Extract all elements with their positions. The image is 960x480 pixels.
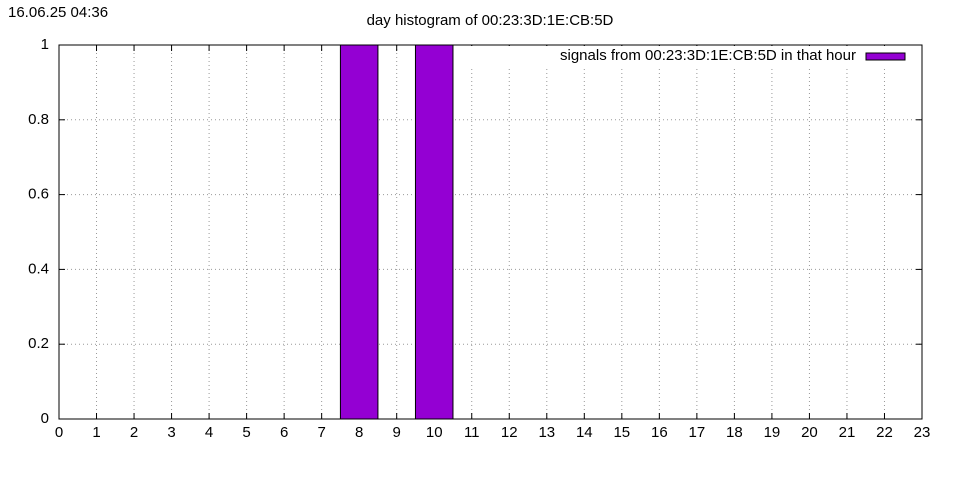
x-tick-label: 21 [839, 424, 856, 441]
y-tick-label: 1 [41, 36, 49, 53]
y-tick-label: 0.6 [28, 186, 49, 203]
x-tick-label: 10 [426, 424, 443, 441]
y-tick-label: 0.2 [28, 335, 49, 352]
x-tick-label: 14 [576, 424, 593, 441]
legend-label: signals from 00:23:3D:1E:CB:5D in that h… [560, 47, 856, 64]
x-tick-label: 7 [317, 424, 325, 441]
y-tick-label: 0 [41, 410, 49, 427]
x-tick-label: 13 [538, 424, 555, 441]
x-tick-label: 23 [914, 424, 931, 441]
x-tick-label: 6 [280, 424, 288, 441]
x-tick-label: 16 [651, 424, 668, 441]
y-tick-label: 0.4 [28, 260, 49, 277]
legend-background [470, 46, 921, 66]
x-tick-label: 3 [167, 424, 175, 441]
x-tick-label: 9 [393, 424, 401, 441]
x-tick-label: 17 [689, 424, 706, 441]
x-tick-label: 18 [726, 424, 743, 441]
x-tick-label: 8 [355, 424, 363, 441]
x-tick-label: 22 [876, 424, 893, 441]
legend-swatch [865, 52, 906, 61]
chart-title: day histogram of 00:23:3D:1E:CB:5D [367, 12, 614, 29]
timestamp: 16.06.25 04:36 [8, 4, 108, 21]
x-tick-label: 12 [501, 424, 518, 441]
plot-border [58, 44, 923, 420]
x-tick-label: 19 [764, 424, 781, 441]
y-tick-label: 0.8 [28, 111, 49, 128]
x-tick-label: 0 [55, 424, 63, 441]
x-tick-label: 11 [464, 424, 480, 441]
x-tick-label: 15 [613, 424, 630, 441]
x-tick-label: 2 [130, 424, 138, 441]
bar [414, 44, 454, 420]
x-tick-label: 1 [92, 424, 100, 441]
x-tick-label: 4 [205, 424, 213, 441]
bar [339, 44, 379, 420]
x-tick-label: 5 [242, 424, 250, 441]
x-tick-label: 20 [801, 424, 818, 441]
